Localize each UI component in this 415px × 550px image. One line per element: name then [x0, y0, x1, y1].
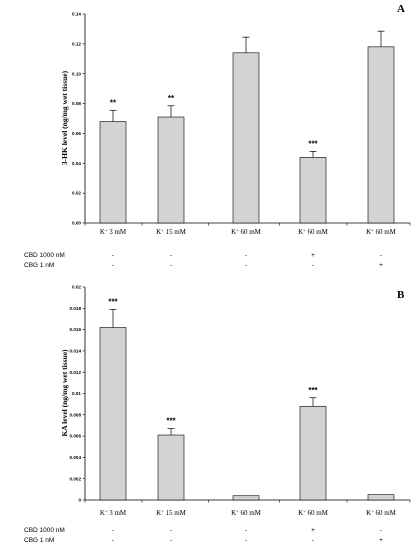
y-tick-label: 0.12: [72, 41, 81, 46]
treatment-mark: +: [379, 537, 383, 544]
treatment-mark: -: [112, 537, 114, 544]
category-label: K+ 60 mM: [366, 228, 397, 237]
category-label: K+ 15 mM: [156, 228, 187, 237]
chart-panel-a: A 3-HK level (ng/mg wet tissue) 0.00 0.02 0.…: [24, 3, 411, 269]
bar: [232, 495, 260, 501]
treatment-mark: -: [312, 537, 314, 544]
y-tick-label: 0.016: [70, 327, 82, 332]
treatment-mark: +: [379, 262, 383, 269]
y-tick-label: 0.06: [72, 131, 81, 136]
y-tick-label: 0.004: [70, 455, 82, 460]
y-axis-label: KA level (ng/mg wet tissue): [60, 349, 69, 437]
y-tick-label: 0.01: [72, 391, 81, 396]
bar: [232, 52, 260, 224]
y-tick-label: 0.08: [72, 101, 81, 106]
treatment-mark: -: [245, 527, 247, 534]
panel-letter: B: [397, 289, 405, 301]
bar: [157, 434, 185, 501]
treatment-mark: -: [112, 527, 114, 534]
treatment-mark: -: [170, 527, 172, 534]
y-tick-label: 0.014: [70, 349, 82, 354]
treatment-mark: -: [380, 252, 382, 259]
treatment-label: CBD 1000 nM: [24, 252, 65, 259]
significance-marker: ***: [308, 386, 318, 395]
bar: [157, 116, 185, 224]
y-axis-label: 3-HK level (ng/mg wet tissue): [60, 70, 69, 165]
significance-marker: ***: [108, 297, 118, 306]
treatment-mark: -: [170, 537, 172, 544]
bar: [299, 405, 327, 501]
y-tick-label: 0.012: [70, 370, 82, 375]
treatment-mark: +: [311, 252, 315, 259]
category-label: K+ 60 mM: [231, 509, 262, 518]
y-tick-label: 0.00: [72, 221, 81, 226]
treatment-mark: -: [170, 252, 172, 259]
panel-letter: A: [397, 3, 405, 15]
y-tick-label: 0.14: [72, 12, 81, 17]
y-tick-label: 0.02: [72, 191, 81, 196]
bar: [99, 121, 127, 224]
treatment-mark: +: [311, 527, 315, 534]
y-tick-label: 0.02: [72, 285, 81, 290]
category-label: K+ 3 mM: [100, 509, 127, 518]
treatment-label: CBG 1 nM: [24, 537, 54, 544]
y-tick-label: 0.10: [72, 71, 81, 76]
treatment-label: CBG 1 nM: [24, 262, 54, 269]
category-label: K+ 60 mM: [298, 509, 329, 518]
significance-marker: ***: [308, 139, 318, 148]
significance-marker: **: [168, 94, 175, 103]
category-label: K+ 60 mM: [298, 228, 329, 237]
chart-panel-b: B KA level (ng/mg wet tissue) 0 0.002 0.004 0…: [24, 285, 411, 544]
treatment-label: CBD 1000 nM: [24, 527, 65, 534]
significance-marker: **: [110, 98, 117, 107]
y-tick-label: 0: [78, 498, 81, 503]
treatment-mark: -: [312, 262, 314, 269]
bar: [367, 494, 395, 501]
category-label: K+ 60 mM: [366, 509, 397, 518]
category-label: K+ 60 mM: [231, 228, 262, 237]
treatment-mark: -: [170, 262, 172, 269]
treatment-mark: -: [380, 527, 382, 534]
treatment-mark: -: [245, 262, 247, 269]
treatment-mark: -: [245, 537, 247, 544]
bar: [99, 327, 127, 501]
category-label: K+ 15 mM: [156, 509, 187, 518]
y-tick-label: 0.018: [70, 306, 82, 311]
significance-marker: ***: [166, 417, 176, 426]
treatment-mark: -: [112, 252, 114, 259]
y-tick-label: 0.008: [70, 412, 82, 417]
category-label: K+ 3 mM: [100, 228, 127, 237]
y-tick-label: 0.006: [70, 434, 82, 439]
bar: [367, 46, 395, 224]
treatment-mark: -: [245, 252, 247, 259]
bar: [299, 157, 327, 224]
y-tick-label: 0.002: [70, 476, 82, 481]
y-tick-label: 0.04: [72, 161, 81, 166]
treatment-mark: -: [112, 262, 114, 269]
